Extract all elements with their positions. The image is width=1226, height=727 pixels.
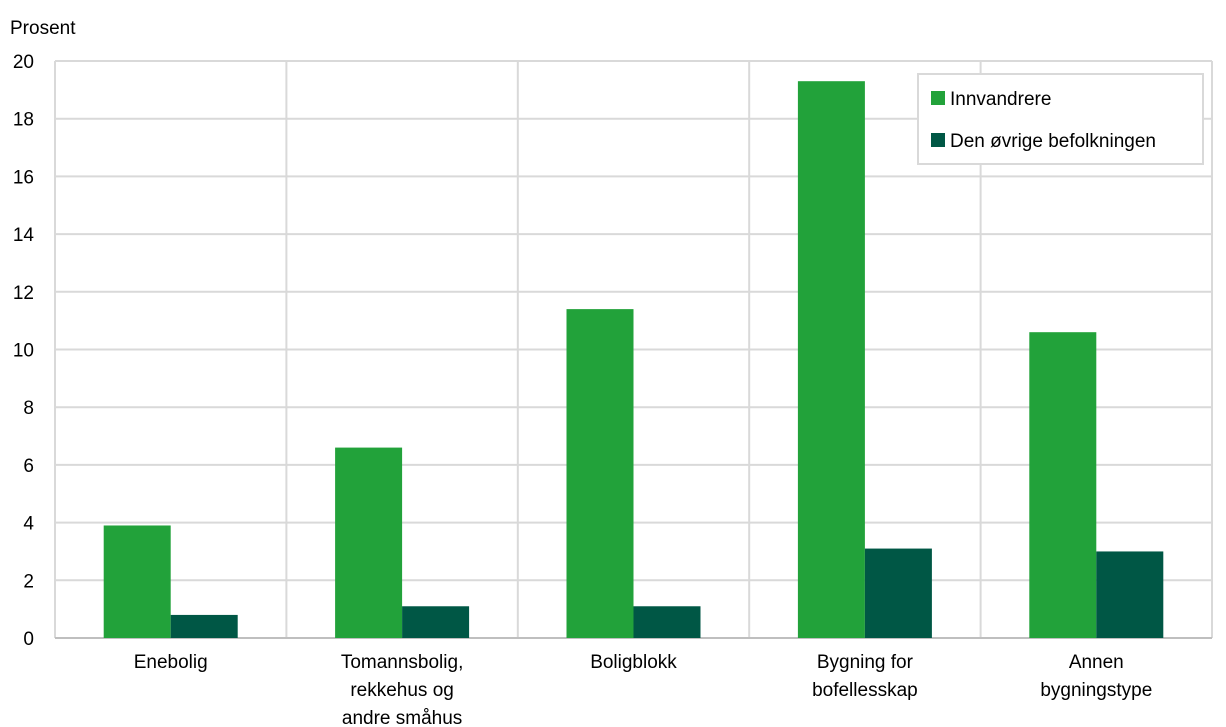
category-label-line: Enebolig (134, 652, 208, 673)
y-tick-label: 6 (23, 456, 34, 477)
category-label-line: rekkehus og (350, 680, 454, 701)
category-label-line: bofellesskap (812, 680, 918, 701)
category-label-line: Annen (1069, 652, 1124, 673)
y-tick-label: 0 (23, 629, 34, 650)
bar-ovrige-3 (864, 548, 932, 638)
legend-swatch (931, 133, 945, 147)
bar-ovrige-0 (170, 614, 238, 638)
legend-label: Den øvrige befolkningen (950, 131, 1156, 152)
y-tick-label: 12 (13, 283, 34, 304)
y-tick-label: 4 (23, 514, 34, 535)
y-axis-ticks: 0 2 4 6 8 10 12 14 16 18 20 (13, 52, 35, 650)
bar-innvandrere-2 (566, 309, 634, 638)
y-tick-label: 16 (13, 167, 34, 188)
category-label-line: Boligblokk (590, 652, 677, 673)
bar-innvandrere-4 (1029, 332, 1097, 638)
y-tick-label: 18 (13, 110, 34, 131)
category-label: Bygning for bofellesskap (812, 652, 918, 701)
category-label: Annen bygningstype (1040, 652, 1152, 701)
bars (103, 81, 1164, 638)
category-label-line: andre småhus (342, 708, 462, 727)
bar-innvandrere-3 (797, 81, 865, 638)
bar-innvandrere-0 (103, 525, 171, 638)
legend-swatch (931, 91, 945, 105)
category-label: Enebolig (134, 652, 208, 673)
category-label: Tomannsbolig, rekkehus og andre småhus (341, 652, 464, 727)
legend-label: Innvandrere (950, 89, 1051, 110)
bar-innvandrere-1 (335, 447, 403, 638)
y-axis-title: Prosent (10, 18, 76, 39)
category-label-line: Bygning for (817, 652, 914, 673)
bar-ovrige-4 (1096, 551, 1164, 638)
legend: Innvandrere Den øvrige befolkningen (917, 73, 1204, 165)
y-tick-label: 20 (13, 52, 34, 73)
x-axis-categories: Enebolig Tomannsbolig, rekkehus og andre sm… (134, 652, 1153, 727)
bar-ovrige-2 (633, 606, 701, 638)
legend-box (917, 73, 1204, 165)
y-tick-label: 2 (23, 571, 34, 592)
y-tick-label: 14 (13, 225, 35, 246)
y-tick-label: 10 (13, 341, 34, 362)
y-tick-label: 8 (23, 398, 34, 419)
category-label: Boligblokk (590, 652, 677, 673)
category-label-line: bygningstype (1040, 680, 1152, 701)
bar-ovrige-1 (402, 606, 470, 638)
category-label-line: Tomannsbolig, (341, 652, 464, 673)
